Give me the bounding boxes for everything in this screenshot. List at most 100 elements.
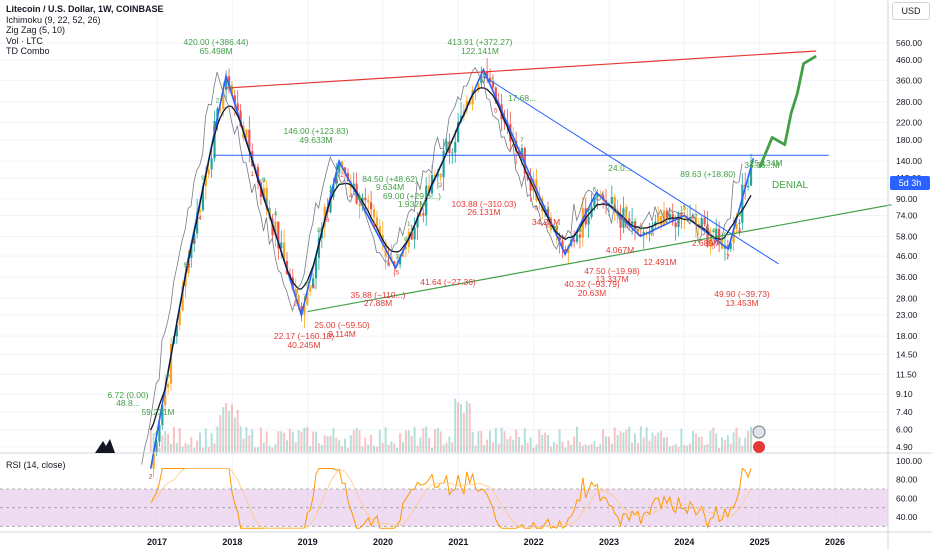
volume-bar [251,429,254,452]
candle-body [578,234,582,238]
candle-body [691,216,695,218]
candle-body [538,198,541,201]
indicator-td-combo[interactable]: TD Combo [6,46,50,56]
volume-bar [474,445,477,452]
candle-body [300,305,303,315]
volume-bar [686,445,689,452]
candle-body [201,186,205,211]
y-tick-label: 90.00 [896,194,918,204]
volume-bar [364,437,367,452]
volume-bar [697,437,700,452]
volume-bar [750,426,753,452]
volume-bar [413,426,416,452]
indicator-zigzag[interactable]: Zig Zag (5, 10) [6,25,66,35]
volume-bar [523,428,526,452]
pivot-annotation: 59.231M [141,407,174,417]
td-count-mark: 2 [633,218,637,225]
candle-body [546,209,550,218]
volume-bar [700,436,703,452]
volume-bar [439,431,442,452]
volume-bar [416,445,419,452]
volume-bar [152,433,155,452]
volume-bar [709,430,712,452]
x-tick-label: 2019 [298,537,318,547]
pivot-annotation: 48.8... [116,398,140,408]
volume-bar [718,447,721,452]
volume-bar [509,436,512,452]
candle-body [680,212,683,217]
currency-button[interactable]: USD [892,2,930,20]
volume-bar [268,445,271,452]
volume-bar [230,404,233,452]
volume-bar [239,426,242,452]
candle-body [164,387,167,406]
volume-bar [547,435,550,452]
volume-bar [518,436,521,452]
candle-body [372,209,376,218]
volume-bar [729,443,732,452]
candle-body [575,234,579,242]
candle-body [509,124,512,142]
candle-body [312,278,315,288]
volume-bar [555,444,558,452]
volume-bar [665,436,668,452]
candle-body [338,161,341,173]
rsi-line [150,467,752,530]
candle-body [532,179,535,191]
td-count-mark: 1 [491,76,495,83]
candle-body [370,202,373,210]
volume-bar [410,435,413,452]
volume-bar [552,442,555,452]
volume-bar [216,426,219,452]
td-count-mark: 6 [192,238,196,245]
rsi-label[interactable]: RSI (14, close) [6,460,66,470]
candle-body [593,197,596,207]
volume-bar [384,427,387,452]
volume-bar [549,446,552,452]
volume-bar [172,426,175,452]
td-count-mark: 6 [651,231,655,238]
td-count-mark: 6 [546,222,550,229]
volume-bar [381,442,384,452]
volume-bar [291,431,294,452]
td-count-mark: 5 [262,177,266,184]
volume-bar [164,431,167,452]
candle-body [196,212,199,234]
candle-body [207,169,210,175]
volume-bar [480,430,483,452]
volume-bar [257,447,260,452]
candle-body [749,167,753,186]
indicator-volume[interactable]: Vol · LTC [6,35,43,46]
volume-bar [355,428,358,452]
td-count-mark: 6 [326,217,330,224]
volume-bar [584,444,587,452]
indicator-ichimoku[interactable]: Ichimoku (9, 22, 52, 26) [6,14,101,25]
td-count-mark: 5 [358,195,362,202]
volume-bar [599,443,602,452]
candle-body [187,257,190,273]
volume-bar [526,442,529,452]
candle-body [703,217,706,225]
volume-bar [245,427,248,452]
volume-bar [190,436,193,452]
volume-bar [393,443,396,452]
volume-bar [642,437,645,452]
volume-bar [370,434,373,452]
candle-body [274,221,277,236]
candle-body [190,243,193,258]
candle-body [367,200,370,203]
volume-bar [315,431,318,452]
volume-bar [500,427,503,452]
candle-body [332,184,335,198]
candle-body [230,86,234,96]
rsi-pane [0,467,888,530]
y-tick-label: 180.00 [896,135,922,145]
candle-body [599,194,602,196]
candle-body [648,232,651,235]
volume-bar [259,427,262,452]
trendlines[interactable] [213,50,892,313]
volume-bar [660,431,663,452]
